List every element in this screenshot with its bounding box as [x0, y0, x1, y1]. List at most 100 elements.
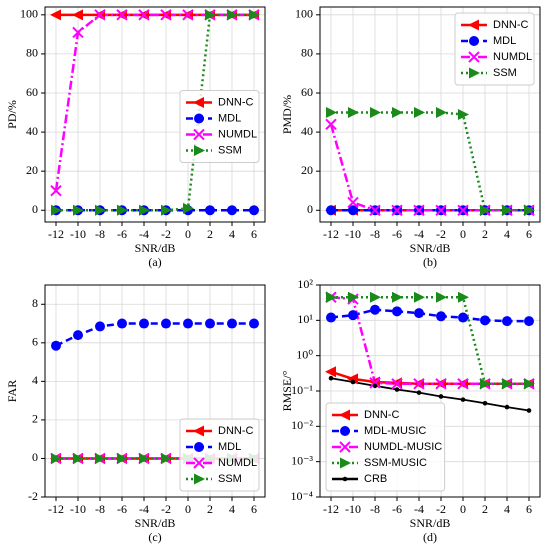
marker	[227, 9, 238, 21]
y-tick-label: 2	[32, 412, 38, 426]
marker	[50, 185, 62, 197]
marker	[391, 378, 403, 390]
caption: (d)	[423, 530, 437, 544]
x-tick-label: -4	[139, 227, 149, 241]
marker	[436, 107, 447, 119]
caption: (a)	[148, 255, 161, 269]
series-line	[330, 377, 530, 412]
marker	[370, 107, 381, 119]
y-tick-label: 60	[301, 85, 313, 99]
legend-box	[454, 12, 535, 86]
y-tick-label: 0	[307, 202, 313, 216]
y-tick-label: 40	[301, 124, 313, 138]
marker	[348, 310, 358, 321]
marker	[325, 366, 336, 378]
marker	[95, 321, 105, 332]
marker	[94, 9, 106, 21]
legend: DNN-C MDL NUMDL SSM	[179, 90, 260, 163]
legend-label: DNN-C	[493, 19, 528, 31]
legend-label: NUMDL	[218, 457, 257, 469]
legend-marker	[469, 67, 480, 79]
marker	[391, 204, 403, 216]
marker	[458, 109, 469, 120]
marker	[182, 9, 194, 21]
marker	[348, 107, 359, 119]
y-tick-label: 20	[26, 163, 38, 177]
y-tick-label: 6	[32, 335, 38, 349]
marker	[502, 378, 513, 390]
marker	[249, 205, 259, 216]
y-tick-label: 80	[26, 46, 38, 60]
legend-marker	[340, 426, 350, 436]
y-tick-label: 10¹	[297, 312, 313, 326]
y-tick-label: 100	[295, 7, 313, 21]
legend-marker	[339, 409, 350, 421]
marker	[480, 204, 491, 216]
x-axis-title: SNR/dB	[135, 516, 176, 530]
marker	[160, 9, 172, 21]
marker	[227, 318, 237, 329]
x-tick-label: -10	[345, 502, 361, 516]
marker	[72, 26, 84, 39]
marker	[51, 204, 62, 216]
x-tick-label: -12	[48, 227, 64, 241]
marker	[117, 452, 128, 464]
marker	[370, 304, 380, 315]
legend-label: CRB	[364, 473, 387, 485]
marker	[414, 291, 425, 303]
marker	[51, 452, 62, 464]
legend-label: SSM	[218, 473, 242, 485]
marker	[414, 107, 425, 119]
marker	[392, 291, 403, 303]
marker	[413, 378, 425, 390]
x-tick-label: -8	[370, 502, 380, 516]
marker	[161, 204, 172, 216]
legend-label: MDL	[218, 441, 241, 453]
legend-marker	[468, 19, 479, 31]
marker	[458, 312, 468, 323]
y-tick-label: 8	[32, 296, 38, 310]
marker	[480, 315, 490, 326]
x-tick-label: 0	[185, 502, 191, 516]
series-line	[330, 308, 529, 323]
x-tick-label: -6	[117, 502, 127, 516]
marker	[117, 204, 128, 216]
marker	[51, 340, 61, 351]
legend-box	[325, 402, 446, 492]
legend-marker	[193, 425, 204, 437]
y-axis-title: PMD/%	[280, 95, 294, 134]
x-tick-label: -8	[95, 502, 105, 516]
legend-label: DNN-C	[218, 425, 253, 437]
y-tick-label: 0	[32, 202, 38, 216]
x-tick-label: 6	[526, 502, 532, 516]
y-tick-label: 10⁻²	[291, 418, 313, 432]
legend-label: MDL-MUSIC	[364, 425, 426, 437]
legend-label: MDL	[218, 112, 241, 124]
legend-marker	[194, 442, 204, 452]
x-tick-label: 0	[460, 227, 466, 241]
x-tick-label: 0	[185, 227, 191, 241]
y-tick-label: 80	[301, 46, 313, 60]
marker	[504, 404, 510, 410]
series-line	[331, 111, 529, 212]
x-tick-label: 4	[229, 227, 235, 241]
y-tick-label: 10⁻⁴	[290, 489, 313, 503]
legend-marker	[193, 97, 204, 108]
x-tick-label: 4	[229, 502, 235, 516]
marker	[524, 378, 535, 390]
x-tick-label: -12	[48, 502, 64, 516]
x-tick-label: -2	[161, 227, 171, 241]
marker	[416, 390, 422, 395]
marker	[161, 452, 172, 464]
marker	[460, 397, 466, 402]
marker	[183, 202, 194, 214]
marker	[350, 379, 356, 385]
legend-label: DNN-C	[364, 409, 399, 421]
x-tick-label: -4	[139, 502, 149, 516]
y-tick-label: 10⁻³	[291, 453, 313, 467]
marker	[116, 9, 128, 21]
x-tick-label: 4	[504, 227, 510, 241]
x-tick-label: -6	[392, 502, 402, 516]
marker	[326, 205, 336, 216]
